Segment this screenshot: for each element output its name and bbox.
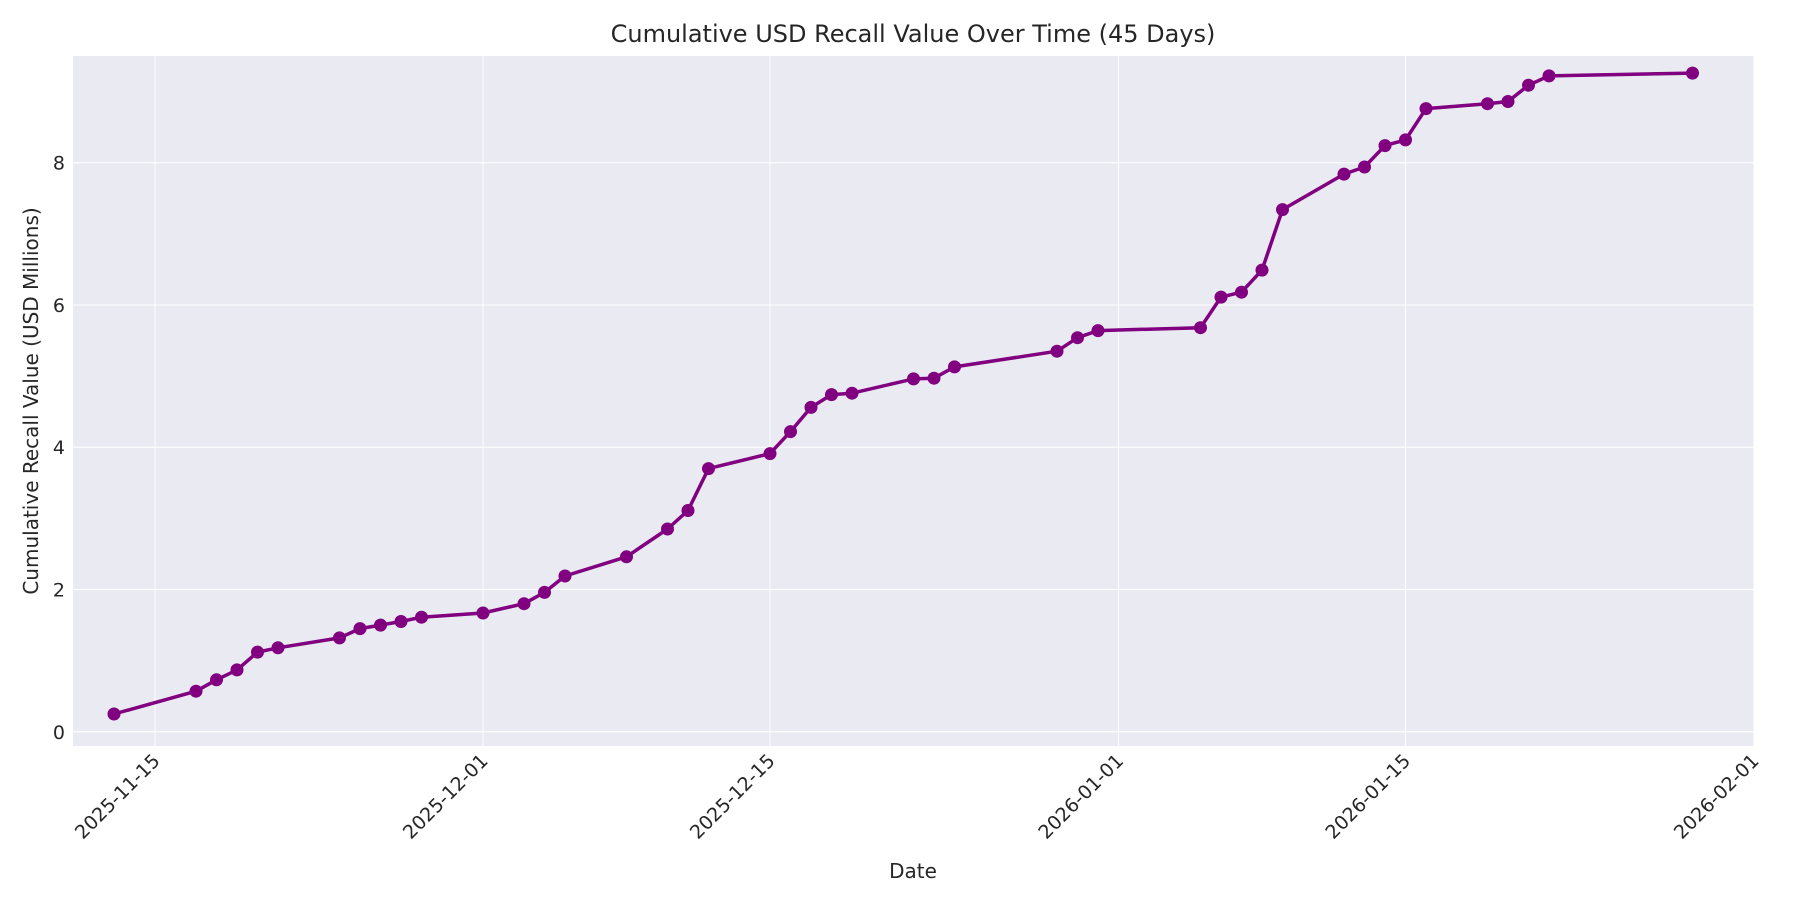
data-point: [1419, 102, 1433, 116]
y-tick-label: 6: [53, 295, 65, 317]
data-point: [702, 462, 715, 476]
y-axis-ticks: 0 2 4 6 8: [53, 153, 65, 744]
y-tick-label: 8: [53, 153, 65, 175]
data-point: [825, 388, 838, 402]
data-point: [558, 569, 572, 583]
y-tick-label: 0: [53, 722, 65, 744]
y-tick-label: 4: [53, 437, 65, 459]
y-axis-title: Cumulative Recall Value (USD Millions): [19, 207, 43, 594]
data-point: [620, 550, 633, 564]
data-point: [1337, 167, 1351, 181]
data-point: [189, 684, 203, 698]
data-point: [374, 618, 387, 632]
data-point: [1542, 69, 1556, 83]
data-point: [476, 606, 490, 620]
data-point: [661, 522, 674, 536]
data-point: [1501, 95, 1515, 108]
data-point: [784, 425, 797, 439]
data-point: [763, 447, 777, 461]
data-point: [1050, 344, 1064, 358]
data-point: [1276, 203, 1289, 217]
data-point: [1522, 78, 1535, 92]
data-point: [538, 585, 551, 599]
data-points: [107, 66, 1699, 721]
data-point: [1378, 139, 1392, 153]
data-point: [1399, 133, 1412, 147]
data-point: [907, 372, 920, 386]
data-point: [415, 610, 428, 624]
data-point: [251, 645, 264, 659]
data-point: [1194, 321, 1207, 335]
data-point: [1091, 324, 1105, 338]
data-point: [1255, 263, 1269, 277]
data-point: [210, 673, 223, 687]
data-point: [845, 386, 859, 400]
data-point: [1071, 331, 1084, 345]
grid: [73, 56, 1755, 746]
data-point: [107, 707, 121, 721]
plot-area: [73, 56, 1754, 746]
y-tick-label: 2: [53, 580, 65, 602]
data-point: [1358, 160, 1371, 174]
data-point: [1481, 97, 1494, 111]
data-point: [681, 504, 695, 517]
data-point: [1214, 290, 1228, 304]
data-point: [1235, 285, 1248, 299]
data-point: [517, 597, 531, 611]
data-point: [1686, 66, 1699, 80]
chart-title: Cumulative USD Recall Value Over Time (4…: [611, 20, 1216, 48]
data-point: [333, 631, 346, 645]
x-axis-title: Date: [889, 859, 937, 883]
data-point: [394, 615, 408, 628]
data-point: [230, 663, 244, 677]
data-point: [927, 371, 941, 385]
data-point: [804, 400, 818, 414]
data-point: [271, 641, 285, 655]
data-point: [948, 360, 961, 374]
data-point: [353, 622, 367, 636]
